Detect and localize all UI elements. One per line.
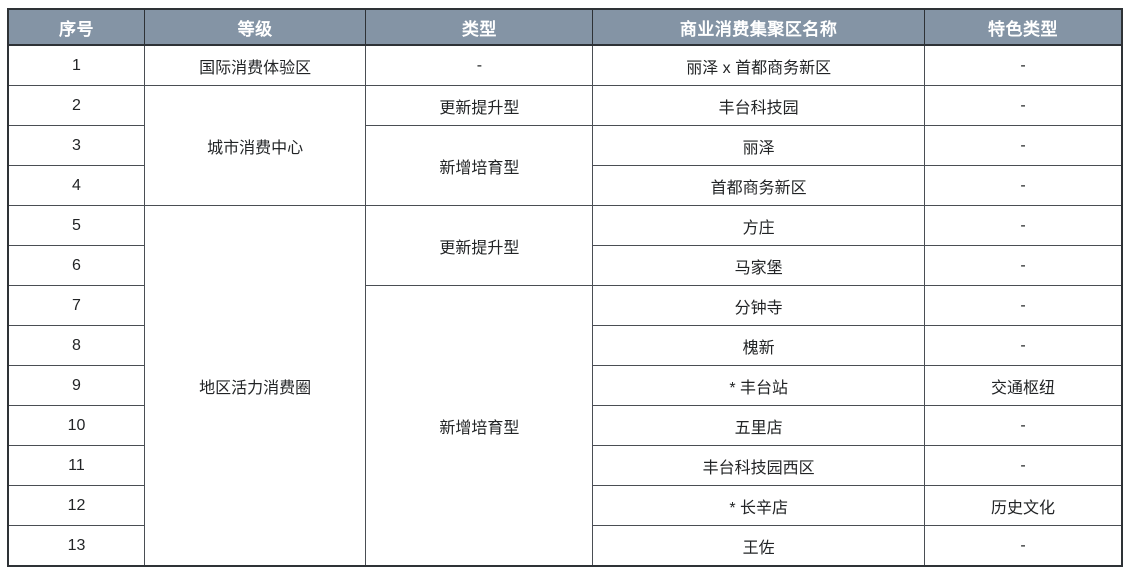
- table-row: 6 马家堡 -: [7, 245, 1123, 286]
- table-cell: 7: [7, 285, 145, 326]
- table-cell: 五里店: [592, 405, 926, 446]
- table-cell: -: [924, 205, 1123, 246]
- table-row: 11 丰台科技园西区 -: [7, 445, 1123, 486]
- table-row: 12 * 长辛店 历史文化: [7, 485, 1123, 526]
- table-cell: -: [924, 245, 1123, 286]
- column-header: 商业消费集聚区名称: [592, 8, 926, 46]
- table-row: 7 新增培育型 分钟寺 -: [7, 285, 1123, 567]
- table-cell: -: [924, 125, 1123, 166]
- table-cell: 9: [7, 365, 145, 406]
- table-cell: -: [924, 445, 1123, 486]
- table-cell: 王佐: [592, 525, 926, 567]
- table-cell: 2: [7, 85, 145, 126]
- table-cell: 地区活力消费圈: [143, 205, 367, 567]
- commercial-consumption-cluster-table: 序号 等级 类型 商业消费集聚区名称 特色类型 1 国际消费体验区 - 丽泽 x 首都商务新区…: [7, 8, 1123, 567]
- table-cell: 10: [7, 405, 145, 446]
- table-cell: 3: [7, 125, 145, 166]
- table-cell: 8: [7, 325, 145, 366]
- table-body: 1 国际消费体验区 - 丽泽 x 首都商务新区 -2 城市消费中心 更新提升型 丰台科技园 -3…: [7, 44, 1123, 567]
- table-cell: 首都商务新区: [592, 165, 926, 206]
- table-cell: 丽泽: [592, 125, 926, 166]
- table-row: 9 * 丰台站 交通枢纽: [7, 365, 1123, 406]
- table-cell: 6: [7, 245, 145, 286]
- column-header: 特色类型: [924, 8, 1123, 46]
- table-cell: -: [365, 44, 594, 86]
- column-header: 等级: [143, 8, 367, 46]
- table-cell: 新增培育型: [365, 125, 594, 206]
- table-cell: 丰台科技园: [592, 85, 926, 126]
- table-cell: -: [924, 44, 1123, 86]
- table-header-row: 序号 等级 类型 商业消费集聚区名称 特色类型: [7, 8, 1123, 46]
- table-cell: 新增培育型: [365, 285, 594, 567]
- table-cell: 5: [7, 205, 145, 246]
- table-cell: 11: [7, 445, 145, 486]
- table-cell: 4: [7, 165, 145, 206]
- table-cell: 分钟寺: [592, 285, 926, 326]
- table-cell: 13: [7, 525, 145, 567]
- table-cell: 交通枢纽: [924, 365, 1123, 406]
- column-header: 类型: [365, 8, 594, 46]
- table-header: 序号 等级 类型 商业消费集聚区名称 特色类型: [7, 8, 1123, 46]
- table-cell: 更新提升型: [365, 205, 594, 286]
- table-row: 10 五里店 -: [7, 405, 1123, 446]
- table-cell: * 长辛店: [592, 485, 926, 526]
- table-cell: 更新提升型: [365, 85, 594, 126]
- table-cell: 丰台科技园西区: [592, 445, 926, 486]
- table-row: 5 地区活力消费圈 更新提升型 方庄 -: [7, 205, 1123, 567]
- table-row: 1 国际消费体验区 - 丽泽 x 首都商务新区 -: [7, 44, 1123, 86]
- table-cell: 丽泽 x 首都商务新区: [592, 44, 926, 86]
- table-cell: 国际消费体验区: [143, 44, 367, 86]
- column-header: 序号: [7, 8, 145, 46]
- table-row: 3 新增培育型 丽泽 -: [7, 125, 1123, 206]
- table-cell: -: [924, 85, 1123, 126]
- table-cell: 马家堡: [592, 245, 926, 286]
- table-cell: -: [924, 285, 1123, 326]
- table-cell: 1: [7, 44, 145, 86]
- table-row: 2 城市消费中心 更新提升型 丰台科技园 -: [7, 85, 1123, 206]
- table-cell: 12: [7, 485, 145, 526]
- table-cell: 方庄: [592, 205, 926, 246]
- table-cell: -: [924, 525, 1123, 567]
- table-cell: -: [924, 325, 1123, 366]
- table-cell: 槐新: [592, 325, 926, 366]
- table-cell: 历史文化: [924, 485, 1123, 526]
- table-cell: * 丰台站: [592, 365, 926, 406]
- table-cell: -: [924, 405, 1123, 446]
- table-cell: 城市消费中心: [143, 85, 367, 206]
- table-cell: -: [924, 165, 1123, 206]
- table-row: 13 王佐 -: [7, 525, 1123, 567]
